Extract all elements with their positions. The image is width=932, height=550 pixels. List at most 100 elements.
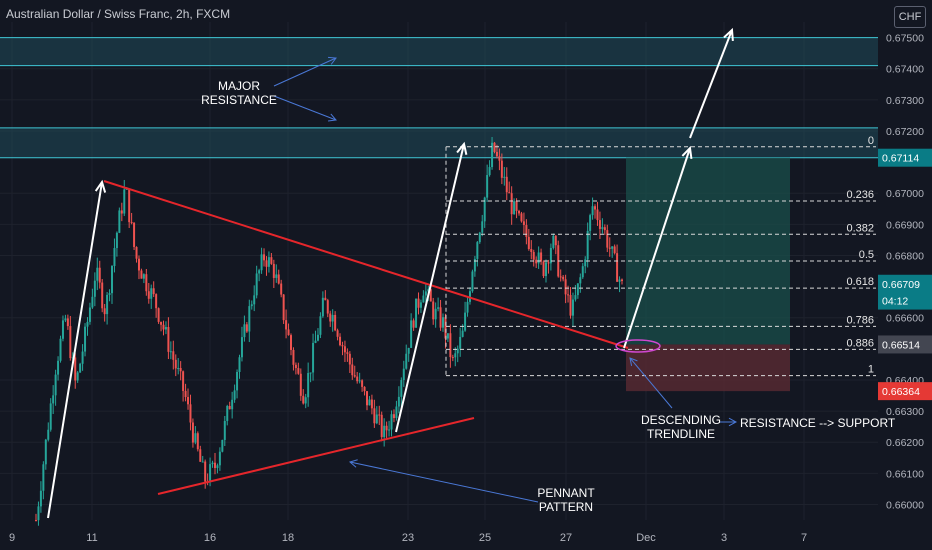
candle-body — [223, 420, 226, 440]
fib-level-label: 0.886 — [846, 337, 874, 349]
candle-body — [319, 316, 322, 335]
candle-body — [260, 254, 263, 271]
candle-body — [265, 260, 268, 267]
descending-trendline-label: TRENDLINE — [647, 427, 715, 441]
candle-body — [287, 329, 290, 336]
candle-body — [86, 321, 89, 327]
fib-level-label: 0.5 — [859, 249, 874, 261]
target-arrow-1-head — [681, 145, 693, 160]
pennant-pattern-label: PATTERN — [539, 500, 593, 514]
candle-body — [91, 296, 94, 308]
candle-body — [57, 360, 60, 375]
currency-button[interactable]: CHF — [894, 6, 926, 28]
fib-level-label: 0.236 — [846, 189, 874, 201]
price-axis-label: 0.66364 — [882, 386, 920, 398]
candle-body — [292, 349, 295, 365]
candle-body — [476, 242, 479, 259]
annotation-arrow-pennant — [349, 461, 539, 503]
candle-body — [162, 324, 165, 330]
candle-body — [500, 160, 503, 178]
candle-body — [120, 210, 123, 214]
candle-body — [481, 221, 484, 233]
candle-body — [522, 221, 525, 225]
price-axis-label: 04:12 — [882, 296, 908, 308]
price-axis-label: 0.66709 — [882, 279, 920, 291]
candle-body — [446, 333, 449, 339]
candle-body — [263, 254, 266, 261]
candle-body — [405, 353, 408, 369]
candle-body — [390, 414, 393, 430]
x-tick-label: 27 — [560, 532, 572, 544]
y-tick-label: 0.67000 — [886, 188, 924, 200]
fib-level-label: 0.382 — [846, 222, 874, 234]
y-tick-label: 0.67200 — [886, 126, 924, 138]
candle-body — [69, 326, 72, 359]
candle-body — [584, 259, 587, 267]
candle-body — [400, 380, 403, 397]
candle-body — [302, 395, 305, 404]
descending-trendline-label: DESCENDING — [641, 413, 721, 427]
candle-body — [221, 439, 224, 452]
y-tick-label: 0.66600 — [886, 313, 924, 325]
candle-body — [530, 248, 533, 252]
candle-body — [392, 414, 395, 419]
annotation-arrow-trendline — [629, 357, 673, 409]
candle-body — [52, 395, 55, 404]
candle-body — [64, 318, 67, 321]
candle-body — [140, 270, 143, 279]
candle-body — [370, 399, 373, 409]
candle-body — [564, 279, 567, 295]
x-tick-label: 25 — [479, 532, 491, 544]
candle-body — [412, 320, 415, 328]
candle-body — [621, 279, 623, 281]
impulse-arrow-2-head — [456, 141, 468, 155]
candle-body — [576, 283, 579, 296]
candle-body — [216, 465, 219, 469]
candle-body — [285, 320, 288, 330]
candle-body — [422, 295, 425, 303]
major-resistance-label: MAJOR — [218, 79, 260, 93]
candle-body — [456, 348, 459, 354]
candle-body — [461, 330, 464, 337]
y-tick-label: 0.66800 — [886, 250, 924, 262]
impulse-arrow-1 — [47, 181, 103, 519]
candle-body — [567, 294, 570, 296]
candle-body — [478, 232, 481, 243]
candle-body — [133, 222, 136, 247]
candle-body — [233, 390, 236, 400]
candle-body — [167, 327, 170, 352]
candle-body — [194, 433, 197, 443]
candle-body — [174, 359, 177, 369]
breakout-highlight-ellipse — [615, 339, 661, 353]
candle-body — [44, 439, 47, 465]
candle-body — [160, 321, 163, 325]
candle-body — [493, 142, 496, 152]
candle-body — [155, 294, 158, 309]
candle-body — [375, 414, 378, 424]
candle-body — [145, 274, 148, 292]
candle-body — [598, 220, 601, 229]
candle-body — [96, 267, 99, 281]
candle-body — [84, 326, 87, 352]
candle-body — [410, 320, 413, 348]
candle-body — [442, 317, 445, 328]
candle-body — [495, 151, 498, 157]
candle-body — [547, 262, 550, 264]
price-axis-label-bg — [878, 291, 932, 310]
candle-body — [434, 308, 437, 320]
y-tick-label: 0.66000 — [886, 499, 924, 511]
candle-body — [106, 294, 109, 315]
candle-body — [111, 266, 114, 294]
candle-body — [42, 464, 45, 491]
candle-body — [554, 235, 557, 246]
candle-body — [135, 246, 138, 259]
take-profit-zone — [626, 157, 790, 345]
candle-body — [47, 429, 50, 440]
target-arrow-2 — [689, 29, 733, 139]
candle-body — [395, 406, 398, 419]
annotation-arrow-trendline-head — [629, 357, 638, 366]
candle-body — [589, 215, 592, 231]
candle-body — [363, 386, 366, 392]
